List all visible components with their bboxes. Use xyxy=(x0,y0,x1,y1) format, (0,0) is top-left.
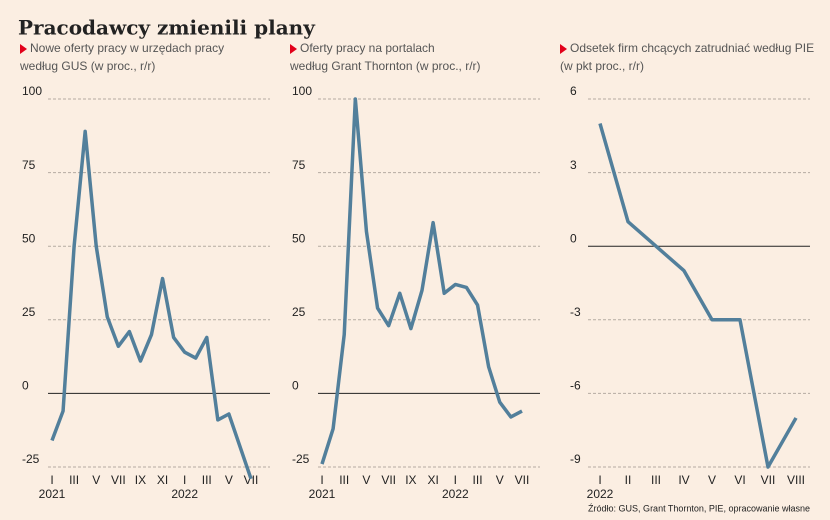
y-tick-label: 3 xyxy=(570,158,577,172)
line xyxy=(598,123,798,469)
x-tick-label: VIII xyxy=(787,473,805,487)
y-tick-label: -9 xyxy=(570,452,581,466)
y-tick-label: 0 xyxy=(570,231,577,245)
x-tick-label: VII xyxy=(244,473,259,487)
x-tick-label: VI xyxy=(734,473,745,487)
year-label: 2021 xyxy=(39,487,66,501)
x-tick-label: V xyxy=(708,473,716,487)
x-tick-label: III xyxy=(69,473,79,487)
y-tick-label: -25 xyxy=(22,452,40,466)
x-tick-label: III xyxy=(339,473,349,487)
subtitle: Nowe oferty pracy w urzędach pracy xyxy=(30,41,224,55)
x-tick-label: II xyxy=(625,473,632,487)
x-tick-label: VII xyxy=(111,473,126,487)
x-tick-label: IX xyxy=(405,473,416,487)
x-tick-label: V xyxy=(496,473,504,487)
y-tick-label: 50 xyxy=(22,231,36,245)
x-tick-label: VII xyxy=(761,473,776,487)
y-tick-label: 100 xyxy=(292,84,312,98)
x-tick-label: I xyxy=(598,473,601,487)
x-tick-label: VII xyxy=(381,473,396,487)
y-tick-label: 75 xyxy=(292,158,306,172)
year-label: 2021 xyxy=(309,487,336,501)
subtitle: Odsetek firm chcących zatrudniać według … xyxy=(570,41,814,55)
subtitle: według GUS (w proc., r/r) xyxy=(19,59,155,73)
subtitle: Oferty pracy na portalach xyxy=(300,41,435,55)
x-tick-label: V xyxy=(92,473,100,487)
x-tick-label: III xyxy=(651,473,661,487)
y-tick-label: -6 xyxy=(570,379,581,393)
line xyxy=(320,97,523,465)
subtitle: (w pkt proc., r/r) xyxy=(560,59,644,73)
x-tick-label: IV xyxy=(678,473,689,487)
x-tick-label: V xyxy=(225,473,233,487)
marker xyxy=(560,44,567,54)
x-tick-label: I xyxy=(183,473,186,487)
x-tick-label: I xyxy=(50,473,53,487)
year-label: 2022 xyxy=(171,487,198,501)
year-label: 2022 xyxy=(587,487,614,501)
y-tick-label: 25 xyxy=(292,305,306,319)
subtitle: według Grant Thornton (w proc., r/r) xyxy=(289,59,481,73)
y-tick-label: 6 xyxy=(570,84,577,98)
line xyxy=(50,129,253,480)
x-tick-label: IX xyxy=(135,473,146,487)
y-tick-label: 100 xyxy=(22,84,42,98)
year-label: 2022 xyxy=(442,487,469,501)
y-tick-label: -25 xyxy=(292,452,310,466)
source: Źródło: GUS, Grant Thornton, PIE, opraco… xyxy=(588,503,810,513)
y-tick-label: 0 xyxy=(292,379,299,393)
x-tick-label: XI xyxy=(427,473,438,487)
y-tick-label: 50 xyxy=(292,231,306,245)
y-tick-label: 25 xyxy=(22,305,36,319)
x-tick-label: I xyxy=(320,473,323,487)
x-tick-label: VII xyxy=(515,473,530,487)
marker xyxy=(20,44,27,54)
x-tick-label: III xyxy=(202,473,212,487)
chart-title: Pracodawcy zmienili plany xyxy=(18,16,316,40)
y-tick-label: -3 xyxy=(570,305,581,319)
x-tick-label: III xyxy=(473,473,483,487)
x-tick-label: XI xyxy=(157,473,168,487)
y-tick-label: 0 xyxy=(22,379,29,393)
y-tick-label: 75 xyxy=(22,158,36,172)
marker xyxy=(290,44,297,54)
x-tick-label: I xyxy=(454,473,457,487)
x-tick-label: V xyxy=(362,473,370,487)
